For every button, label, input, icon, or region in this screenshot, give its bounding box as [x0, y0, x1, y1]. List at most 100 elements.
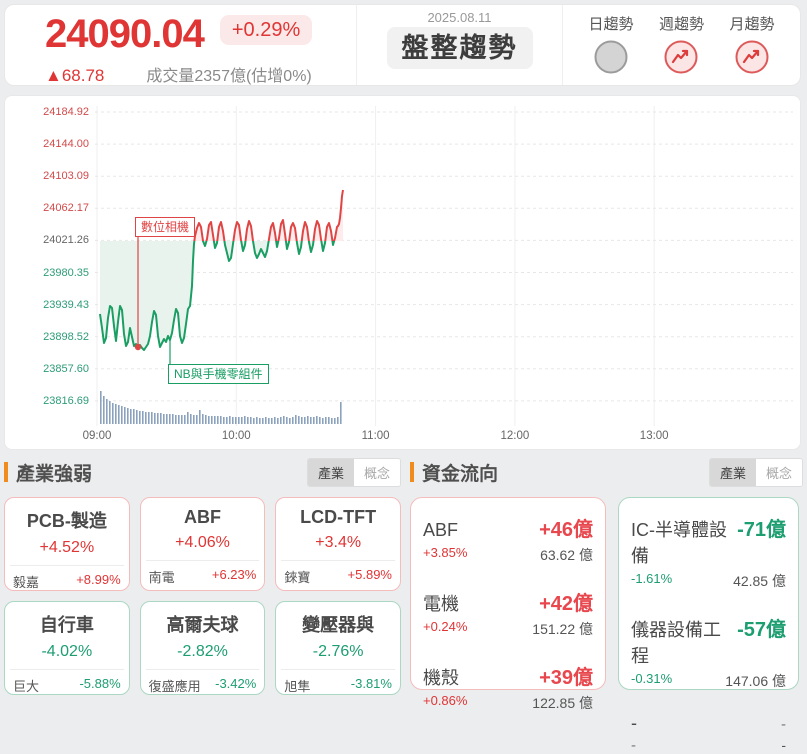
y-axis-label: 24103.09 — [43, 170, 89, 183]
top-stock-percent: -3.42% — [215, 676, 257, 691]
daily-trend-label: 日趨勢 — [588, 16, 634, 33]
y-axis-label: 23939.43 — [43, 298, 89, 311]
flow-amount: -57億 — [737, 619, 786, 641]
x-axis-label: 11:00 — [361, 430, 390, 442]
tab-industry[interactable]: 產業 — [709, 458, 756, 486]
industry-name: PCB-製造 — [26, 511, 107, 531]
top-stock-percent: +5.89% — [347, 567, 392, 582]
top-stock-percent: -3.81% — [350, 676, 392, 691]
flow-value: 63.62 億 — [540, 547, 593, 563]
divider — [145, 560, 260, 561]
flow-value: 122.85 億 — [532, 695, 593, 711]
industry-name: ABF — [183, 507, 221, 527]
x-axis-label: 13:00 — [639, 430, 669, 442]
industry-gainer-card[interactable]: LCD-TFT +3.4% 錸寶 +5.89% — [275, 497, 401, 591]
money-flow-section: 資金流向 產業 概念 ABF +46億 +3.85% 63.62 億 電機 +4… — [410, 456, 803, 754]
flow-value: 147.06 億 — [725, 673, 786, 689]
section-accent-bar — [410, 462, 414, 482]
money-inflow-card[interactable]: ABF +46億 +3.85% 63.62 億 電機 +42億 +0.24% 1… — [410, 497, 606, 711]
index-value: 24090.04 — [45, 12, 205, 56]
y-axis-label: 23816.69 — [43, 394, 89, 407]
y-axis-label: 23898.52 — [43, 330, 89, 343]
flow-name: - — [631, 713, 637, 733]
divider — [10, 669, 124, 670]
top-stock-percent: +6.23% — [211, 567, 257, 582]
flow-percent: - — [631, 737, 636, 754]
flow-value: 42.85 億 — [733, 573, 786, 589]
industry-name: LCD-TFT — [300, 507, 377, 527]
flow-amount: +39億 — [539, 667, 593, 689]
weekly-trend-toggle[interactable]: 週趨勢 — [659, 13, 704, 85]
flow-name: 機殼 — [423, 668, 459, 688]
weekly-trend-label: 週趨勢 — [658, 16, 704, 33]
annotation-nb-components[interactable]: NB與手機零組件 — [168, 364, 269, 384]
inflow-row: ABF +46億 +3.85% 63.62 億 — [423, 504, 593, 565]
money-outflow-card[interactable]: IC-半導體設備 -71億 -1.61% 42.85 億 儀器設備工程 -57億… — [618, 497, 799, 754]
industry-loser-card[interactable]: 高爾夫球 -2.82% 復盛應用 -3.42% — [139, 601, 266, 695]
industry-percent: -2.76% — [312, 643, 364, 660]
top-stock-percent: -5.88% — [79, 676, 121, 691]
index-summary: 24090.04 +0.29% ▲68.78 成交量2357億(估增0%) — [5, 5, 357, 85]
flow-value: - — [781, 737, 786, 753]
industry-percent: -4.02% — [41, 643, 93, 660]
y-axis-label: 24062.17 — [43, 202, 89, 215]
x-axis-label: 10:00 — [221, 430, 251, 442]
industry-section-title: 產業強弱 — [16, 463, 93, 485]
divider — [10, 565, 124, 566]
market-summary-header: 24090.04 +0.29% ▲68.78 成交量2357億(估增0%) 20… — [4, 4, 801, 86]
y-axis-label: 23857.60 — [43, 362, 89, 375]
top-stock-name: 旭隼 — [284, 679, 311, 694]
flow-amount: +46億 — [539, 519, 593, 541]
industry-gainer-card[interactable]: PCB-製造 +4.52% 毅嘉 +8.99% — [4, 497, 130, 591]
tab-industry[interactable]: 產業 — [307, 458, 354, 486]
tab-concept[interactable]: 概念 — [353, 458, 400, 486]
x-axis-label: 09:00 — [82, 430, 112, 442]
industry-name: 變壓器與 — [302, 615, 375, 635]
flow-percent: +3.85% — [423, 545, 468, 560]
outflow-row: 儀器設備工程 -57億 -0.31% 147.06 億 — [631, 604, 786, 691]
flow-value: 151.22 億 — [532, 621, 593, 637]
flow-amount: +42億 — [539, 593, 593, 615]
trend-status-pill: 盤整趨勢 — [386, 27, 533, 70]
flow-percent: -0.31% — [631, 671, 673, 686]
industry-name: 高爾夫球 — [166, 615, 239, 635]
top-stock-name: 錸寶 — [284, 570, 311, 585]
outflow-row: IC-半導體設備 -71億 -1.61% 42.85 億 — [631, 504, 786, 591]
industry-gainer-card[interactable]: ABF +4.06% 南電 +6.23% — [139, 497, 266, 591]
industry-loser-card[interactable]: 自行車 -4.02% 巨大 -5.88% — [4, 601, 130, 695]
money-flow-tab-group: 產業 概念 — [708, 457, 803, 487]
daily-trend-toggle[interactable]: 日趨勢 — [588, 13, 634, 85]
volume-text: 成交量2357億(估增0%) — [146, 68, 312, 85]
monthly-trend-toggle[interactable]: 月趨勢 — [729, 13, 775, 85]
tab-concept[interactable]: 概念 — [755, 458, 802, 486]
divider — [281, 669, 395, 670]
industry-percent: -2.82% — [177, 643, 228, 660]
x-axis-label: 12:00 — [500, 430, 530, 442]
flow-amount: - — [781, 716, 786, 733]
annotation-digital-camera[interactable]: 數位相機 — [135, 217, 196, 237]
y-axis-label: 24144.00 — [43, 138, 89, 151]
flow-percent: -1.61% — [631, 571, 673, 586]
inflow-row: 電機 +42億 +0.24% 151.22 億 — [423, 578, 593, 639]
trend-indicators: 日趨勢 週趨勢 月趨勢 — [563, 5, 800, 85]
divider — [281, 560, 395, 561]
change-percent-badge: +0.29% — [219, 15, 313, 45]
section-accent-bar — [4, 462, 8, 482]
intraday-chart-card: 數位相機 NB與手機零組件 24184.92 24144.00 24103.09 24… — [4, 95, 801, 450]
industry-percent: +4.06% — [175, 534, 230, 551]
y-axis-label: 23980.35 — [43, 266, 89, 279]
top-stock-name: 毅嘉 — [13, 575, 40, 590]
flow-amount: -71億 — [737, 519, 786, 541]
flow-name: IC-半導體設備 — [631, 520, 727, 566]
uptrend-icon — [729, 39, 774, 80]
top-stock-name: 巨大 — [13, 679, 40, 694]
price-volume-chart: 數位相機 NB與手機零組件 24184.92 24144.00 24103.09 24… — [5, 96, 800, 449]
uptrend-icon — [659, 39, 704, 80]
industry-loser-card[interactable]: 變壓器與 -2.76% 旭隼 -3.81% — [275, 601, 401, 695]
y-axis-label: 24021.26 — [43, 234, 89, 247]
industry-percent: +4.52% — [39, 539, 95, 556]
trend-status: 2025.08.11 盤整趨勢 — [357, 5, 563, 85]
flow-name: 電機 — [423, 594, 459, 614]
change-value: ▲68.78 — [45, 66, 105, 85]
industry-name: 自行車 — [39, 615, 94, 635]
